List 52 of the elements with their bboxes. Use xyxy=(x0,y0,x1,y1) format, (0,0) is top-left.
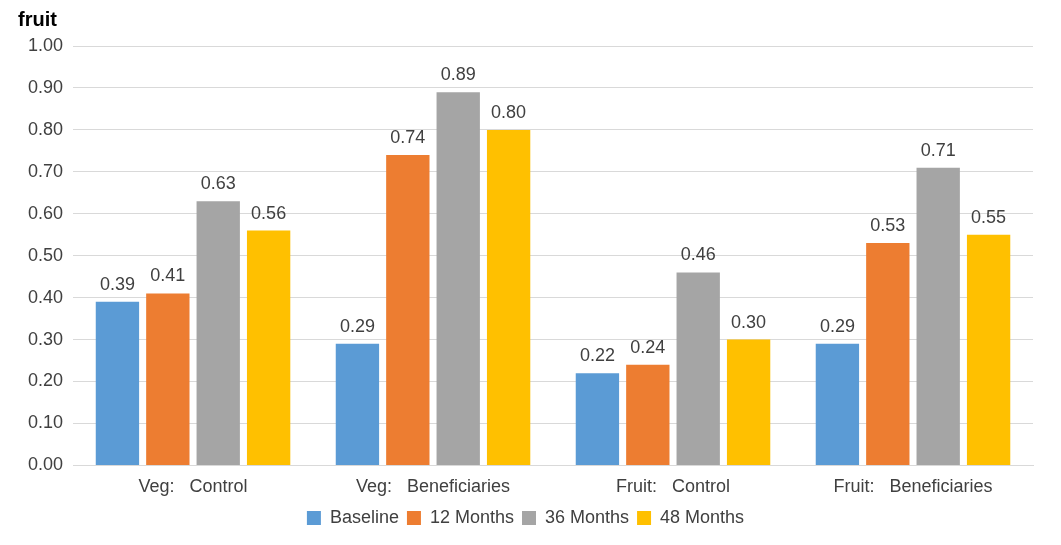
data-label: 0.56 xyxy=(251,202,287,223)
x-tick-label: Veg: Control xyxy=(138,476,248,497)
legend-label: Baseline xyxy=(329,506,399,527)
data-label: 0.55 xyxy=(971,206,1007,227)
legend-label: 48 Months xyxy=(660,506,745,527)
data-label: 0.89 xyxy=(440,64,476,85)
bar xyxy=(966,234,1011,465)
legend-label: 12 Months xyxy=(429,506,515,527)
bar xyxy=(146,293,190,465)
y-tick-label: 0.80 xyxy=(27,118,64,139)
data-label: 0.41 xyxy=(150,265,186,286)
data-label: 0.53 xyxy=(870,215,906,236)
x-tick-label: Fruit: Beneficiaries xyxy=(833,476,993,497)
bar xyxy=(815,343,860,465)
bar xyxy=(626,364,670,465)
y-tick-label: 1.00 xyxy=(27,34,64,55)
y-tick-label: 0.00 xyxy=(27,454,64,475)
bar xyxy=(676,272,720,465)
bar xyxy=(866,243,910,465)
bar xyxy=(196,201,240,465)
y-tick-label: 0.40 xyxy=(27,286,64,307)
data-label: 0.46 xyxy=(680,244,716,265)
chart-title: fruit xyxy=(18,7,58,30)
y-tick-label: 0.10 xyxy=(27,412,64,433)
y-tick-label: 0.50 xyxy=(27,244,64,265)
data-label: 0.30 xyxy=(731,311,767,332)
bar xyxy=(916,167,960,465)
bar xyxy=(486,129,531,465)
bar xyxy=(386,155,430,465)
data-label: 0.24 xyxy=(630,336,666,357)
data-label: 0.22 xyxy=(579,345,615,366)
y-tick-label: 0.90 xyxy=(27,76,64,97)
bar xyxy=(246,230,291,465)
y-tick-label: 0.30 xyxy=(27,328,64,349)
bar xyxy=(726,339,771,465)
bar xyxy=(575,373,620,465)
legend-label: 36 Months xyxy=(545,506,630,527)
y-tick-label: 0.60 xyxy=(27,202,64,223)
data-label: 0.63 xyxy=(200,173,236,194)
bar xyxy=(436,92,480,465)
data-label: 0.80 xyxy=(491,101,527,122)
data-label: 0.29 xyxy=(339,315,375,336)
y-tick-label: 0.70 xyxy=(27,160,64,181)
data-label: 0.71 xyxy=(920,139,956,160)
bar xyxy=(335,343,380,465)
bar xyxy=(95,301,140,465)
y-tick-label: 0.20 xyxy=(27,370,64,391)
x-tick-label: Fruit: Control xyxy=(616,476,731,497)
data-label: 0.39 xyxy=(99,273,135,294)
data-label: 0.74 xyxy=(390,127,426,148)
data-label: 0.29 xyxy=(819,315,855,336)
x-tick-label: Veg: Beneficiaries xyxy=(355,476,511,497)
